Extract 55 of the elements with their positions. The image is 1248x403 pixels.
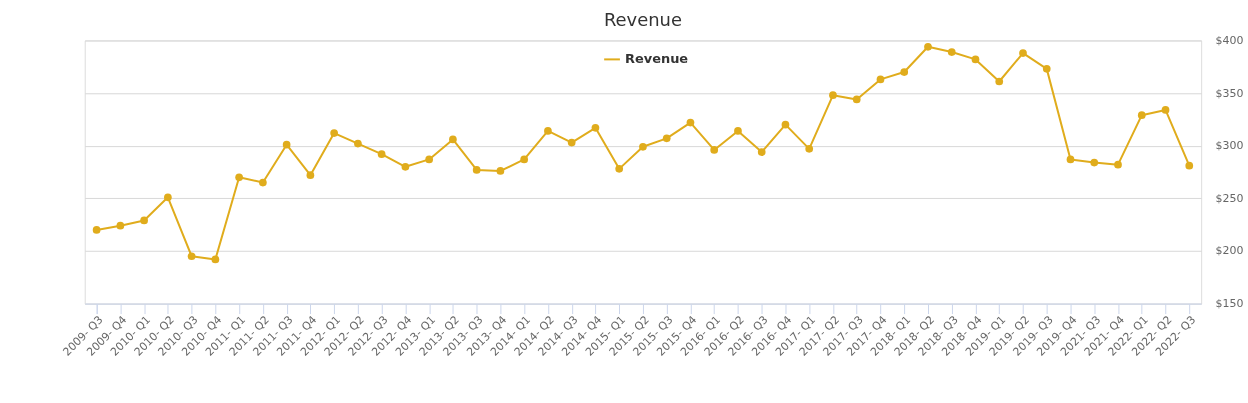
- point: [1090, 158, 1099, 167]
- y-tick-label: $400: [1215, 33, 1244, 47]
- point: [330, 129, 338, 137]
- point: [995, 77, 1004, 86]
- point: [686, 118, 695, 127]
- point: [354, 139, 362, 148]
- point: [164, 193, 172, 202]
- point: [425, 155, 434, 164]
- chart-title: Revenue: [603, 9, 682, 31]
- point: [92, 226, 101, 234]
- point: [259, 178, 267, 187]
- point: [1137, 111, 1146, 120]
- point: [235, 173, 243, 182]
- point: [876, 75, 885, 84]
- y-tick-label: $250: [1215, 191, 1244, 205]
- point: [116, 221, 125, 230]
- point: [282, 140, 291, 149]
- point: [187, 252, 196, 261]
- point: [710, 146, 719, 154]
- point: [544, 127, 552, 135]
- point: [781, 120, 790, 129]
- point: [401, 162, 410, 171]
- point: [1042, 65, 1051, 73]
- point: [140, 216, 148, 225]
- point: [829, 91, 837, 100]
- point: [211, 255, 220, 264]
- point: [472, 166, 481, 174]
- point: [805, 145, 814, 153]
- point: [662, 134, 671, 143]
- point: [971, 55, 980, 64]
- point: [1185, 161, 1194, 170]
- point: [306, 171, 315, 180]
- point: [520, 155, 529, 164]
- point: [1114, 160, 1122, 169]
- legend-label: Revenue: [625, 51, 689, 67]
- point: [591, 123, 600, 132]
- y-tick-label: $200: [1215, 244, 1244, 258]
- point: [924, 42, 932, 51]
- point: [615, 165, 624, 173]
- point: [1066, 155, 1075, 164]
- point: [947, 48, 956, 56]
- y-tick-label: $350: [1215, 86, 1244, 100]
- point: [757, 148, 766, 156]
- point: [449, 135, 457, 144]
- point: [496, 167, 505, 175]
- point: [639, 142, 647, 151]
- point: [1161, 106, 1170, 114]
- point: [734, 127, 742, 135]
- point: [900, 68, 909, 76]
- point: [852, 95, 861, 104]
- point: [1019, 49, 1027, 57]
- y-tick-label: $300: [1215, 139, 1244, 153]
- y-tick-label: $150: [1215, 297, 1244, 311]
- point: [567, 138, 576, 147]
- point: [377, 150, 386, 158]
